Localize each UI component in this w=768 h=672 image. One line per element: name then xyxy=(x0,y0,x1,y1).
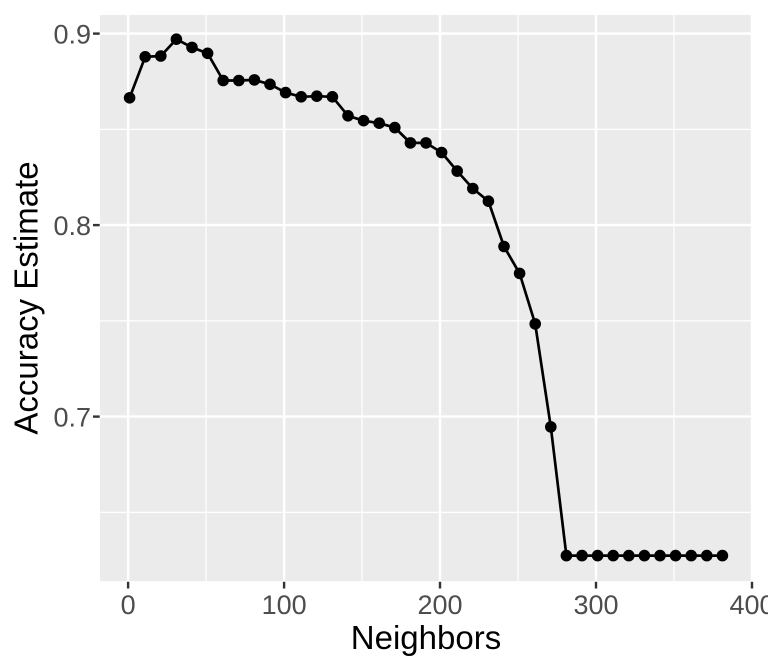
svg-text:100: 100 xyxy=(262,590,307,620)
svg-text:0: 0 xyxy=(121,590,136,620)
svg-text:0.9: 0.9 xyxy=(53,20,91,50)
svg-text:200: 200 xyxy=(417,590,462,620)
svg-text:0.8: 0.8 xyxy=(53,211,91,241)
svg-text:Neighbors: Neighbors xyxy=(351,619,501,656)
svg-text:300: 300 xyxy=(573,590,618,620)
svg-text:0.7: 0.7 xyxy=(53,403,91,433)
svg-text:Accuracy Estimate: Accuracy Estimate xyxy=(8,161,45,434)
svg-text:400: 400 xyxy=(729,590,768,620)
